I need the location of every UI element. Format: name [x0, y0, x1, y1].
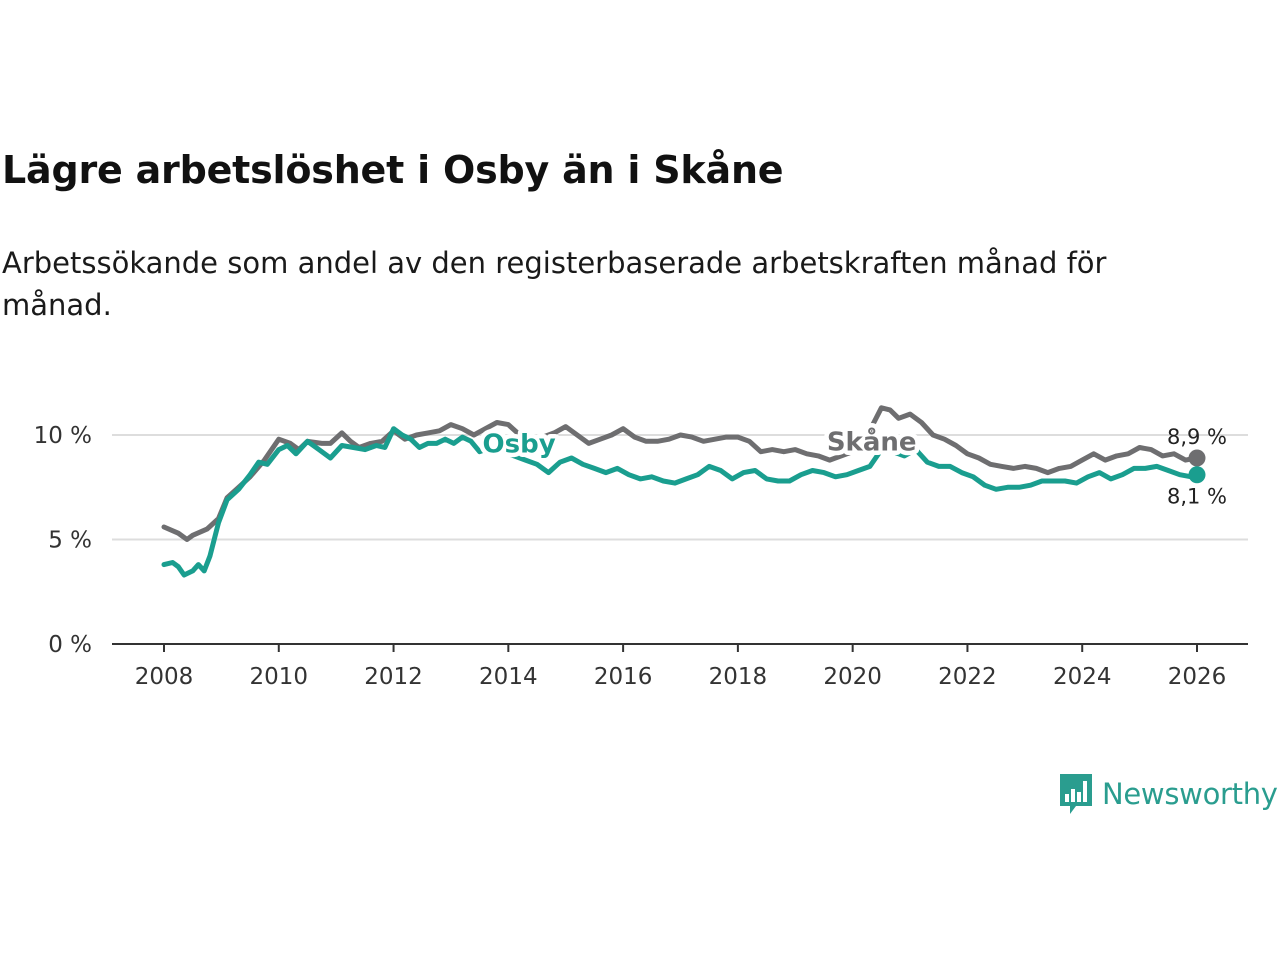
x-tick-label: 2010 — [250, 664, 309, 690]
x-tick-label: 2024 — [1053, 664, 1112, 690]
series-label-skne: Skåne — [827, 425, 917, 457]
x-tick-label: 2022 — [938, 664, 997, 690]
x-tick-label: 2018 — [709, 664, 768, 690]
end-markers: 8,9 % 8,1 % — [1167, 425, 1227, 509]
end-value-label: 8,1 % — [1167, 485, 1227, 509]
x-tick-label: 2016 — [594, 664, 653, 690]
y-tick-label: 10 % — [34, 423, 92, 449]
x-tick-label: 2014 — [479, 664, 538, 690]
line-chart: 0 %5 %10 % 2008 2010 2012 2014 2016 2018 2020 2… — [34, 405, 1248, 690]
gridlines — [112, 434, 1248, 541]
logo-text: Newsworthy — [1102, 777, 1278, 811]
x-axis: 2008 2010 2012 2014 2016 2018 2020 2022 2024 2026 — [112, 643, 1248, 690]
y-tick-label: 5 % — [48, 528, 92, 554]
bar-chart-speech-bubble-icon — [1060, 774, 1092, 814]
y-axis: 0 % 5 % 10 % — [34, 423, 92, 658]
x-tick-label: 2020 — [823, 664, 882, 690]
chart-title: Lägre arbetslöshet i Osby än i Skåne — [2, 148, 784, 192]
series-label-osby: Osby — [483, 429, 556, 459]
x-tick-label: 2008 — [135, 664, 194, 690]
chart-subtitle: Arbetssökande som andel av den registerb… — [2, 246, 1107, 322]
newsworthy-logo: Newsworthy — [1058, 772, 1278, 816]
end-value-label: 8,9 % — [1167, 425, 1227, 449]
x-tick-label: 2026 — [1168, 664, 1227, 690]
end-marker — [1188, 466, 1206, 484]
series-labels: Osby Skåne — [478, 421, 921, 464]
end-marker — [1188, 449, 1206, 467]
x-tick-label: 2012 — [364, 664, 423, 690]
y-tick-label: 0 % — [48, 632, 92, 658]
series-lines — [161, 405, 1200, 578]
series-line-skne — [161, 405, 1200, 542]
series-line-osby — [161, 426, 1200, 578]
